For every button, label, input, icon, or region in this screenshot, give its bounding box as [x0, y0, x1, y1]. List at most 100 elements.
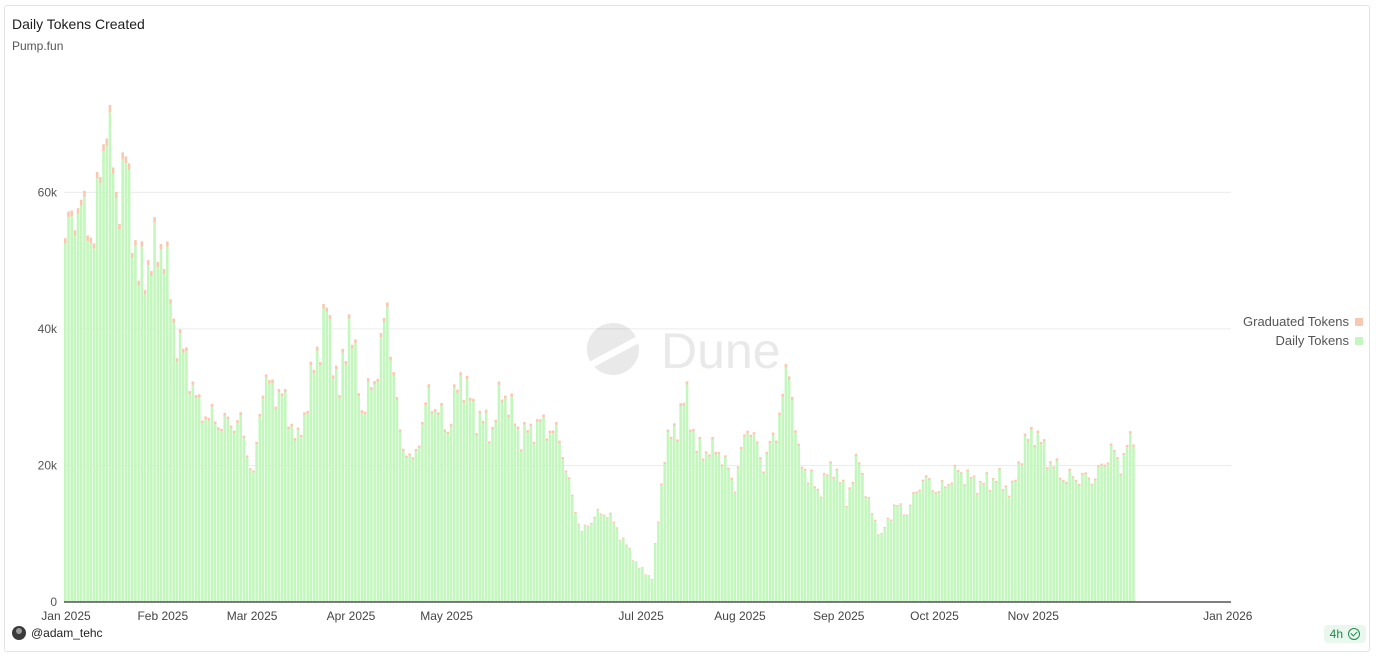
bar-daily-tokens[interactable] [392, 375, 396, 602]
bar-graduated-tokens[interactable] [440, 403, 443, 406]
bar-graduated-tokens[interactable] [188, 391, 191, 395]
bar-graduated-tokens[interactable] [315, 346, 319, 351]
bar-graduated-tokens[interactable] [1014, 479, 1017, 482]
bar-graduated-tokens[interactable] [743, 434, 746, 437]
bar-graduated-tokens[interactable] [826, 474, 829, 477]
bar-daily-tokens[interactable] [596, 510, 600, 602]
bar-graduated-tokens[interactable] [586, 525, 590, 527]
bar-graduated-tokens[interactable] [335, 365, 338, 370]
bar-daily-tokens[interactable] [953, 466, 957, 602]
bar-daily-tokens[interactable] [102, 151, 105, 602]
bar-graduated-tokens[interactable] [1065, 481, 1068, 484]
bar-graduated-tokens[interactable] [181, 348, 185, 353]
bar-daily-tokens[interactable] [433, 411, 437, 602]
bar-graduated-tokens[interactable] [1046, 467, 1049, 470]
bar-daily-tokens[interactable] [127, 169, 131, 602]
bar-daily-tokens[interactable] [637, 568, 641, 602]
bar-daily-tokens[interactable] [465, 379, 469, 602]
bar-daily-tokens[interactable] [577, 524, 580, 602]
bar-graduated-tokens[interactable] [845, 505, 848, 508]
bar-graduated-tokens[interactable] [688, 429, 692, 433]
bar-graduated-tokens[interactable] [842, 479, 845, 482]
bar-graduated-tokens[interactable] [625, 544, 628, 546]
bar-daily-tokens[interactable] [1093, 480, 1097, 602]
bar-daily-tokens[interactable] [137, 285, 140, 602]
bar-graduated-tokens[interactable] [172, 318, 175, 323]
bar-daily-tokens[interactable] [188, 394, 191, 602]
bar-daily-tokens[interactable] [303, 415, 306, 602]
bar-daily-tokens[interactable] [720, 466, 724, 602]
bar-graduated-tokens[interactable] [708, 454, 711, 457]
bar-daily-tokens[interactable] [806, 484, 810, 602]
bar-daily-tokens[interactable] [513, 426, 517, 602]
bar-daily-tokens[interactable] [370, 390, 373, 602]
bar-daily-tokens[interactable] [118, 229, 121, 602]
bar-graduated-tokens[interactable] [880, 533, 883, 535]
bar-graduated-tokens[interactable] [481, 420, 485, 424]
bar-daily-tokens[interactable] [440, 405, 443, 602]
bar-daily-tokens[interactable] [574, 513, 577, 602]
bar-daily-tokens[interactable] [832, 478, 836, 602]
bar-daily-tokens[interactable] [366, 381, 370, 602]
bar-graduated-tokens[interactable] [350, 344, 354, 349]
bar-daily-tokens[interactable] [947, 485, 950, 602]
bar-daily-tokens[interactable] [813, 487, 816, 602]
bar-graduated-tokens[interactable] [277, 389, 281, 393]
bar-daily-tokens[interactable] [115, 198, 118, 602]
bar-daily-tokens[interactable] [472, 401, 475, 602]
bar-daily-tokens[interactable] [755, 443, 759, 602]
bar-graduated-tokens[interactable] [615, 527, 619, 529]
bar-daily-tokens[interactable] [532, 444, 536, 602]
bar-graduated-tokens[interactable] [542, 414, 545, 418]
bar-daily-tokens[interactable] [79, 205, 83, 602]
bar-daily-tokens[interactable] [867, 498, 871, 602]
bar-graduated-tokens[interactable] [1062, 480, 1065, 482]
bar-graduated-tokens[interactable] [771, 432, 775, 435]
bar-daily-tokens[interactable] [558, 443, 561, 602]
bar-graduated-tokens[interactable] [102, 144, 105, 151]
bar-daily-tokens[interactable] [86, 240, 89, 602]
bar-daily-tokens[interactable] [293, 440, 297, 603]
bar-graduated-tokens[interactable] [787, 376, 791, 380]
bar-daily-tokens[interactable] [427, 387, 431, 602]
bar-daily-tokens[interactable] [1007, 497, 1011, 602]
bar-graduated-tokens[interactable] [532, 441, 536, 445]
bar-graduated-tokens[interactable] [366, 378, 370, 382]
bar-daily-tokens[interactable] [325, 311, 329, 602]
bar-daily-tokens[interactable] [446, 434, 450, 602]
bar-daily-tokens[interactable] [647, 575, 651, 602]
bar-graduated-tokens[interactable] [1132, 444, 1135, 447]
bar-graduated-tokens[interactable] [430, 411, 434, 415]
bar-graduated-tokens[interactable] [411, 457, 415, 460]
bar-graduated-tokens[interactable] [465, 375, 469, 380]
bar-daily-tokens[interactable] [405, 457, 408, 602]
bar-graduated-tokens[interactable] [401, 448, 405, 452]
bar-daily-tokens[interactable] [226, 419, 230, 602]
bar-daily-tokens[interactable] [1071, 478, 1075, 602]
bar-daily-tokens[interactable] [797, 446, 800, 602]
bar-daily-tokens[interactable] [83, 196, 86, 602]
bar-graduated-tokens[interactable] [236, 420, 239, 423]
bar-graduated-tokens[interactable] [692, 428, 695, 432]
bar-daily-tokens[interactable] [430, 414, 434, 602]
bar-graduated-tokens[interactable] [296, 427, 300, 431]
bar-daily-tokens[interactable] [220, 431, 223, 602]
bar-daily-tokens[interactable] [411, 459, 415, 602]
bar-daily-tokens[interactable] [743, 436, 746, 602]
bar-daily-tokens[interactable] [379, 337, 383, 602]
bar-graduated-tokens[interactable] [1026, 438, 1030, 442]
bar-daily-tokens[interactable] [398, 431, 402, 602]
bar-daily-tokens[interactable] [810, 471, 813, 602]
bar-daily-tokens[interactable] [386, 306, 389, 602]
bar-daily-tokens[interactable] [864, 497, 867, 602]
bar-graduated-tokens[interactable] [908, 504, 912, 507]
bar-daily-tokens[interactable] [625, 545, 628, 602]
bar-daily-tokens[interactable] [746, 433, 749, 602]
bar-graduated-tokens[interactable] [507, 414, 510, 418]
bar-graduated-tokens[interactable] [915, 491, 918, 494]
bar-graduated-tokens[interactable] [424, 402, 427, 406]
bar-graduated-tokens[interactable] [810, 469, 813, 472]
bar-graduated-tokens[interactable] [1010, 480, 1014, 483]
bar-graduated-tokens[interactable] [280, 393, 284, 397]
bar-daily-tokens[interactable] [484, 412, 488, 602]
